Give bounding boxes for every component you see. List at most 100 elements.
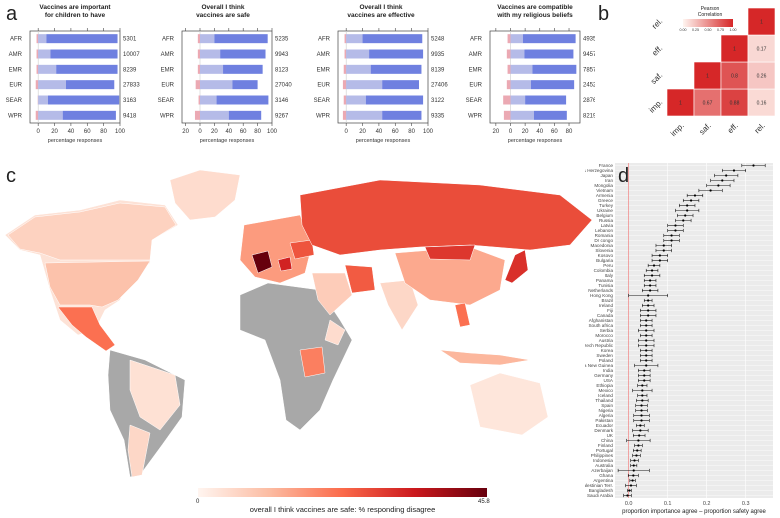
country-label: Portugal bbox=[596, 448, 613, 453]
country-label: Panama bbox=[596, 278, 614, 283]
country-saudi-arabia bbox=[311, 272, 353, 316]
bar-agree bbox=[200, 49, 221, 59]
plot-frame bbox=[489, 30, 581, 124]
country-brazil bbox=[129, 359, 181, 431]
region-label: AFR bbox=[318, 37, 331, 43]
bar-agree bbox=[200, 34, 215, 44]
data-point bbox=[640, 409, 643, 412]
data-point bbox=[639, 424, 642, 427]
legend-tick: 0.50 bbox=[705, 28, 712, 32]
country-label: Mongolia bbox=[594, 183, 613, 188]
x-tick-label: 0.3 bbox=[742, 501, 750, 507]
plot-frame bbox=[29, 30, 121, 124]
x-tick-label: 0.2 bbox=[703, 501, 711, 507]
country-label: Philippines bbox=[591, 453, 614, 458]
bar-strongly-agree bbox=[62, 110, 116, 120]
data-point bbox=[674, 229, 677, 232]
bar-agree bbox=[200, 64, 224, 74]
region-label: EMR bbox=[161, 67, 175, 73]
data-point bbox=[645, 329, 648, 332]
country-label: Brazil bbox=[602, 298, 614, 303]
country-mongolia bbox=[424, 244, 476, 261]
region-label: SEAR bbox=[6, 98, 23, 104]
data-point bbox=[640, 419, 643, 422]
bar-disagree bbox=[197, 49, 200, 59]
sample-size-label: 9418 bbox=[123, 113, 137, 119]
likert-bar-charts: AFR 5301 AMR 10007 EMR 8239 EUR 27833 SEAR 3163 WP… bbox=[6, 28, 595, 144]
chart-title: Vaccines are compatible with my religious… bbox=[460, 4, 610, 20]
country-label: Papua New Guinea bbox=[585, 363, 613, 368]
country-label: Pakistan bbox=[595, 418, 613, 423]
data-point bbox=[641, 399, 644, 402]
x-tick-label: 100 bbox=[115, 129, 126, 135]
sample-size-label: 5248 bbox=[431, 37, 445, 43]
bar-disagree bbox=[506, 49, 511, 59]
country-label: India bbox=[603, 368, 613, 373]
bar-strongly-agree bbox=[216, 95, 269, 105]
country-label: Greece bbox=[598, 198, 614, 203]
country-label: Hong Kong bbox=[590, 293, 613, 298]
title-line: Vaccines are compatible bbox=[497, 4, 573, 11]
x-tick-label: 20 bbox=[522, 129, 529, 135]
sample-size-label: 27406 bbox=[431, 83, 448, 89]
data-point bbox=[682, 219, 685, 222]
bar-strongly-agree bbox=[220, 49, 266, 59]
data-point bbox=[645, 319, 648, 322]
col-label: eff. bbox=[726, 121, 740, 135]
country-label: Austria bbox=[599, 338, 614, 343]
bar-disagree bbox=[35, 110, 39, 120]
country-label: Turkey bbox=[599, 203, 614, 208]
legend-tick: 0.00 bbox=[680, 28, 687, 32]
bar-strongly-agree bbox=[48, 95, 120, 105]
bar-disagree bbox=[506, 80, 511, 90]
country-label: Canada bbox=[597, 313, 614, 318]
data-point bbox=[638, 434, 641, 437]
region-label: EUR bbox=[9, 83, 22, 89]
data-point bbox=[629, 484, 633, 487]
heatmap-cell bbox=[693, 61, 722, 90]
x-tick-label: 60 bbox=[551, 129, 558, 135]
bar-strongly-agree bbox=[522, 34, 576, 44]
bar-strongly-agree bbox=[382, 80, 419, 90]
bar-agree bbox=[510, 34, 523, 44]
data-point bbox=[636, 449, 639, 452]
region-indonesia bbox=[439, 349, 531, 366]
bar-strongly-agree bbox=[66, 80, 115, 90]
country-label: Russia bbox=[599, 218, 613, 223]
country-iran bbox=[344, 264, 376, 294]
sample-size-label: 7857 bbox=[583, 67, 595, 73]
bar-strongly-agree bbox=[532, 64, 577, 74]
country-label: Indonesia bbox=[593, 458, 613, 463]
sample-size-label: 3146 bbox=[275, 98, 289, 104]
country-label: USA bbox=[604, 378, 614, 383]
country-label: Algeria bbox=[599, 413, 614, 418]
bar-agree bbox=[510, 49, 525, 59]
panel-a-likert-charts: Vaccines are important for children to ha… bbox=[0, 0, 595, 150]
data-point bbox=[662, 249, 665, 252]
data-point bbox=[689, 199, 693, 202]
title-line: with my religious beliefs bbox=[497, 12, 573, 19]
bar-agree bbox=[346, 34, 363, 44]
data-point bbox=[721, 179, 724, 182]
cell-value: 1 bbox=[760, 20, 763, 26]
bar-agree bbox=[510, 110, 534, 120]
country-label: Bangladesh bbox=[589, 488, 614, 493]
bar-disagree bbox=[197, 64, 200, 74]
x-tick-label: 60 bbox=[392, 129, 399, 135]
country-label: Argentina bbox=[593, 478, 613, 483]
bar-disagree bbox=[507, 64, 511, 74]
country-ethiopia bbox=[324, 319, 346, 346]
region-label: AMR bbox=[9, 52, 23, 58]
x-tick-label: 0 bbox=[37, 129, 41, 135]
x-tick-label: 100 bbox=[267, 129, 278, 135]
region-label: EMR bbox=[9, 67, 23, 73]
data-point bbox=[650, 274, 654, 277]
title-line: Overall I think bbox=[359, 4, 403, 11]
sample-size-label: 8123 bbox=[275, 67, 289, 73]
panel-label-b: b bbox=[598, 3, 610, 25]
data-point bbox=[647, 314, 650, 317]
legend-tick: 0.75 bbox=[717, 28, 724, 32]
colorbar bbox=[198, 488, 487, 497]
bar-strongly-agree bbox=[524, 49, 574, 59]
row-label: rel. bbox=[650, 17, 664, 31]
